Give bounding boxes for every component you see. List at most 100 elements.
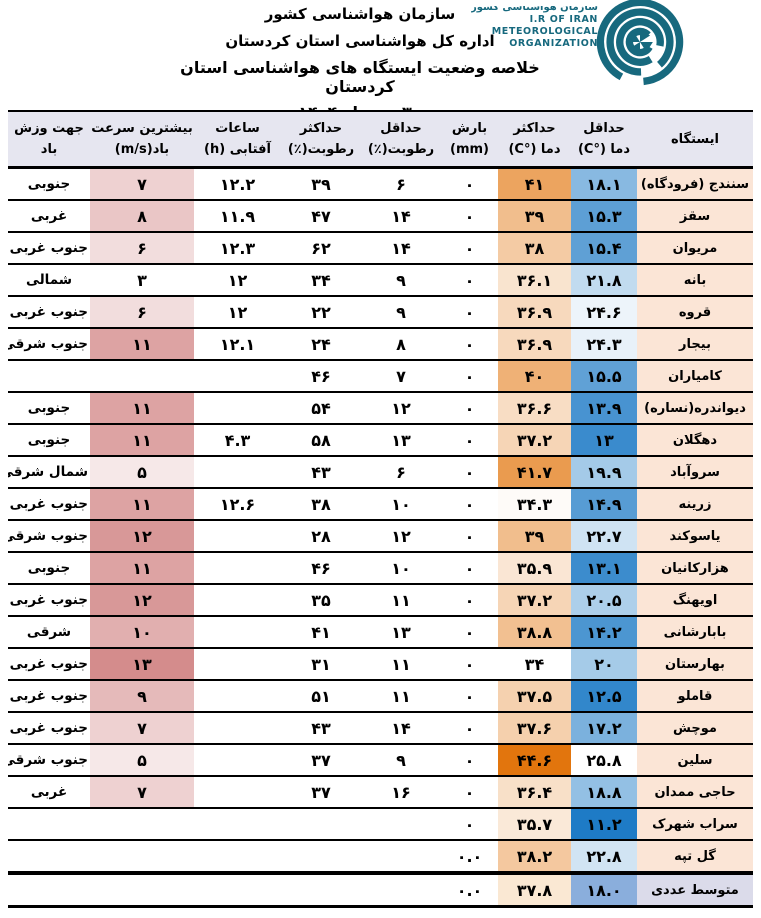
tmin-cell: ۲۲.۸ bbox=[571, 840, 637, 873]
wind-speed-cell: ۷ bbox=[90, 167, 194, 200]
table-row: بانه ۲۱.۸ ۳۶.۱ ۰ ۹ ۳۴ ۱۲ ۳ شمالی bbox=[8, 264, 753, 296]
station-cell: بیجار bbox=[637, 328, 753, 360]
wind-speed-cell: ۷ bbox=[90, 712, 194, 744]
rhmin-cell: ۱۴ bbox=[391, 238, 411, 258]
tmax-cell: ۳۶.۹ bbox=[498, 328, 571, 360]
tmin-cell: ۱۴.۲ bbox=[571, 616, 637, 648]
col-header-rhmin: حداقل رطوبت(٪) bbox=[367, 121, 435, 157]
col-header-wind-speed: بیشترین سرعت باد(m/s) bbox=[91, 121, 193, 157]
table-row: دیواندره(نساره) ۱۳.۹ ۳۶.۶ ۰ ۱۲ ۵۴ ۱۱ جنو… bbox=[8, 392, 753, 424]
precip-cell: ۰ bbox=[464, 782, 475, 802]
wind-direction-cell: جنوب شرقی bbox=[8, 528, 88, 544]
station-cell: متوسط عددی bbox=[637, 873, 753, 907]
tmax-cell: ۳۴ bbox=[498, 648, 571, 680]
tmin-cell: ۱۸.۱ bbox=[571, 167, 637, 200]
tmax-cell: ۳۸ bbox=[498, 232, 571, 264]
wind-speed-cell bbox=[90, 360, 194, 392]
tmin-cell: ۲۴.۳ bbox=[571, 328, 637, 360]
col-header-rhmax: حداکثر رطوبت(٪) bbox=[287, 121, 355, 157]
wind-direction-cell: شمال شرقی bbox=[8, 464, 88, 480]
wind-direction-cell: جنوب غربی bbox=[9, 656, 88, 672]
table-row: اویهنگ ۲۰.۵ ۳۷.۲ ۰ ۱۱ ۳۵ ۱۲ جنوب غربی bbox=[8, 584, 753, 616]
wind-speed-cell: ۶ bbox=[90, 296, 194, 328]
table-row: زرینه ۱۴.۹ ۳۴.۳ ۰ ۱۰ ۳۸ ۱۲.۶ ۱۱ جنوب غرب… bbox=[8, 488, 753, 520]
wind-direction-cell bbox=[8, 840, 90, 873]
rhmax-cell: ۳۷ bbox=[311, 750, 331, 770]
tmin-cell: ۱۷.۲ bbox=[571, 712, 637, 744]
table-row: بهارستان ۲۰ ۳۴ ۰ ۱۱ ۳۱ ۱۳ جنوب غربی bbox=[8, 648, 753, 680]
wind-direction-cell: جنوبی bbox=[27, 400, 71, 416]
rhmax-cell bbox=[281, 840, 361, 873]
precip-cell: ۰ bbox=[464, 174, 475, 194]
col-header-station: ایستگاه bbox=[671, 131, 719, 147]
wind-direction-cell bbox=[8, 360, 90, 392]
precip-cell: ۰ bbox=[464, 558, 475, 578]
tmax-cell: ۳۶.۴ bbox=[498, 776, 571, 808]
rhmin-cell: ۱۶ bbox=[391, 782, 411, 802]
precip-cell: ۰ bbox=[464, 270, 475, 290]
col-header-tmax: حداکثر دما (°C) bbox=[508, 121, 561, 157]
wind-speed-cell: ۱۱ bbox=[90, 488, 194, 520]
table-row: سروآباد ۱۹.۹ ۴۱.۷ ۰ ۶ ۴۳ ۵ شمال شرقی bbox=[8, 456, 753, 488]
rhmin-cell: ۹ bbox=[396, 750, 406, 770]
wind-direction-cell: جنوب غربی bbox=[9, 720, 88, 736]
sunshine-cell bbox=[194, 456, 281, 488]
tmin-cell: ۱۵.۴ bbox=[571, 232, 637, 264]
station-cell: زرینه bbox=[637, 488, 753, 520]
rhmin-cell: ۷ bbox=[396, 366, 406, 386]
rhmax-cell: ۲۸ bbox=[311, 526, 331, 546]
sunshine-cell: ۱۲.۲ bbox=[219, 174, 256, 194]
logo-line1: I.R OF IRAN bbox=[529, 14, 598, 25]
precip-cell: ۰ bbox=[464, 206, 475, 226]
col-header-precip: بارش (mm) bbox=[450, 121, 489, 157]
sunshine-cell bbox=[194, 392, 281, 424]
precip-cell: ۰ bbox=[464, 622, 475, 642]
sunshine-cell: ۱۲.۱ bbox=[219, 334, 256, 354]
station-cell: اویهنگ bbox=[637, 584, 753, 616]
rhmax-cell: ۴۶ bbox=[311, 558, 331, 578]
rhmax-cell: ۴۷ bbox=[311, 206, 331, 226]
wind-speed-cell: ۱۲ bbox=[90, 520, 194, 552]
wind-direction-cell: غربی bbox=[30, 784, 68, 800]
rhmax-cell: ۵۱ bbox=[311, 686, 331, 706]
tmax-cell: ۳۷.۶ bbox=[498, 712, 571, 744]
precip-cell: ۰.۰ bbox=[456, 846, 483, 866]
sunshine-cell bbox=[194, 520, 281, 552]
org-title: سازمان هواشناسی کشور bbox=[264, 5, 456, 23]
rhmax-cell: ۳۵ bbox=[311, 590, 331, 610]
rhmin-cell bbox=[361, 873, 441, 907]
sunshine-cell bbox=[194, 808, 281, 840]
tmin-cell: ۱۳.۱ bbox=[571, 552, 637, 584]
tmax-cell: ۳۹ bbox=[498, 200, 571, 232]
report-titles: سازمان هواشناسی کشور اداره کل هواشناسی ا… bbox=[150, 2, 570, 122]
table-row: دهگلان ۱۳ ۳۷.۲ ۰ ۱۳ ۵۸ ۴.۳ ۱۱ جنوبی bbox=[8, 424, 753, 456]
rhmax-cell: ۲۲ bbox=[311, 302, 331, 322]
sunshine-cell: ۱۲ bbox=[227, 302, 248, 322]
rhmax-cell: ۴۱ bbox=[311, 622, 331, 642]
wind-direction-cell: جنوبی bbox=[27, 432, 71, 448]
table-row: قروه ۲۴.۶ ۳۶.۹ ۰ ۹ ۲۲ ۱۲ ۶ جنوب غربی bbox=[8, 296, 753, 328]
tmin-cell: ۲۰.۵ bbox=[571, 584, 637, 616]
sunshine-cell: ۱۲ bbox=[227, 270, 248, 290]
rhmax-cell bbox=[281, 873, 361, 907]
precip-cell: ۰ bbox=[464, 334, 475, 354]
rhmin-cell: ۱۰ bbox=[391, 558, 411, 578]
precip-cell: ۰ bbox=[464, 494, 475, 514]
station-cell: سلین bbox=[637, 744, 753, 776]
sunshine-cell bbox=[194, 840, 281, 873]
rhmin-cell bbox=[361, 808, 441, 840]
spiral-logo-icon bbox=[574, 0, 706, 92]
tmax-cell: ۳۵.۹ bbox=[498, 552, 571, 584]
rhmax-cell: ۵۴ bbox=[311, 398, 331, 418]
station-cell: بابارشانی bbox=[637, 616, 753, 648]
sunshine-cell bbox=[194, 648, 281, 680]
dept-title: اداره کل هواشناسی استان کردستان bbox=[225, 32, 495, 50]
station-cell: سقز bbox=[637, 200, 753, 232]
sunshine-cell bbox=[194, 873, 281, 907]
tmax-cell: ۳۷.۲ bbox=[498, 424, 571, 456]
table-row: مریوان ۱۵.۴ ۳۸ ۰ ۱۴ ۶۲ ۱۲.۳ ۶ جنوب غربی bbox=[8, 232, 753, 264]
station-cell: هزارکانیان bbox=[637, 552, 753, 584]
irimo-logo: سازمان هواشناسی کشور I.R OF IRAN METEORO… bbox=[471, 0, 706, 92]
wind-direction-cell: جنوب غربی bbox=[9, 304, 88, 320]
